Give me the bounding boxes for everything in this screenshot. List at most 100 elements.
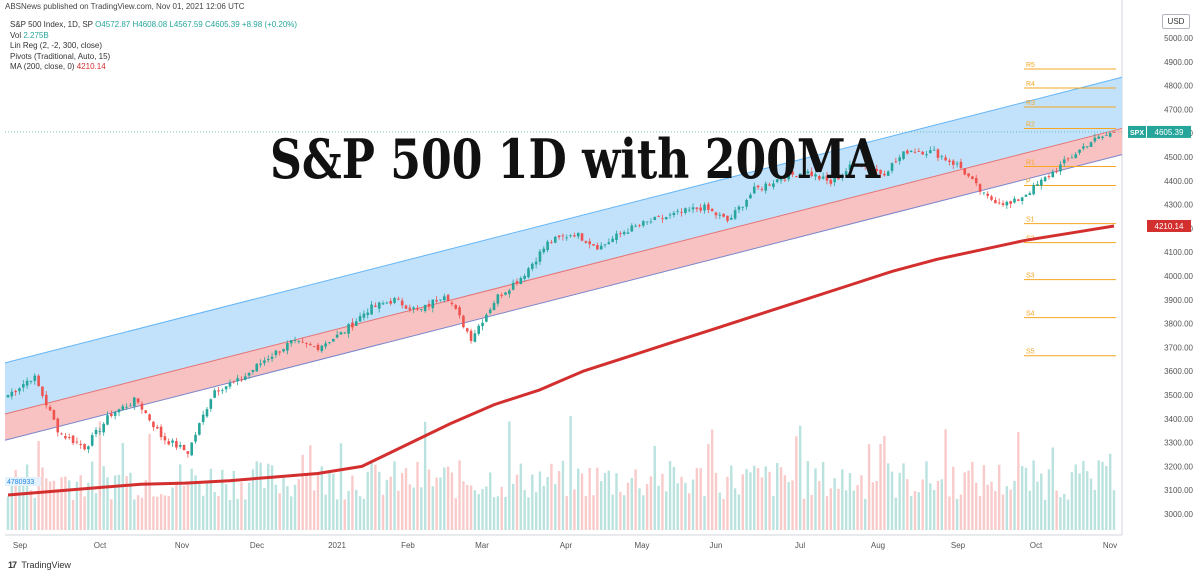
volume-bar: [408, 484, 412, 530]
candle: [358, 312, 362, 323]
candle-body: [370, 304, 373, 315]
candle: [714, 211, 718, 219]
candle-body: [626, 232, 630, 234]
candle-body: [113, 412, 117, 416]
candle: [94, 427, 98, 438]
candle: [362, 310, 366, 321]
candle: [779, 177, 783, 184]
candle: [496, 293, 500, 307]
candle-body: [745, 200, 748, 207]
candle: [1093, 133, 1097, 144]
volume-bar: [821, 461, 825, 530]
volume-bar: [860, 475, 863, 530]
candle-body: [603, 244, 607, 246]
currency-button[interactable]: USD: [1162, 14, 1190, 29]
candle: [664, 216, 668, 220]
legend-linreg-row[interactable]: Lin Reg (2, -2, 300, close): [10, 41, 103, 50]
candle: [684, 207, 687, 215]
candle-body: [825, 175, 829, 181]
legend-symbol-row[interactable]: S&P 500 Index, 1D, SP O4572.87 H4608.08 …: [10, 20, 297, 31]
candle: [837, 175, 840, 180]
candle: [691, 203, 695, 214]
overlay-title: S&P 500 1D with 200MA: [270, 127, 881, 191]
candle-body: [879, 169, 882, 174]
candle-body: [856, 164, 859, 166]
candle: [902, 151, 905, 161]
candle-body: [948, 160, 951, 162]
candle-body: [684, 208, 687, 213]
volume-bar: [584, 496, 588, 530]
candle-body: [247, 372, 251, 376]
candle: [10, 388, 14, 400]
candle-body: [163, 436, 167, 441]
volume-bar: [477, 494, 480, 530]
candle: [132, 396, 136, 410]
volume-bar: [71, 499, 75, 530]
candle-body: [71, 435, 75, 444]
candle: [198, 422, 201, 436]
candle: [408, 304, 412, 313]
volume-bar: [508, 421, 511, 530]
candle-body: [622, 232, 626, 235]
candle-body: [1001, 203, 1005, 205]
ohlc-values: O4572.87 H4608.08 L4567.59 C4605.39 +8.9…: [95, 20, 298, 29]
volume-bar: [645, 484, 649, 530]
candle-body: [955, 163, 959, 165]
candle: [573, 232, 576, 238]
candle: [1089, 141, 1093, 148]
candle-body: [1089, 142, 1093, 147]
legend-ma-row[interactable]: MA (200, close, 0) 4210.14: [10, 62, 297, 73]
candle: [1059, 161, 1062, 175]
volume-bar: [133, 499, 136, 530]
candle: [657, 214, 660, 217]
volume-bar: [473, 490, 477, 530]
candle-body: [182, 444, 186, 451]
volume-bar: [818, 481, 821, 530]
candle: [527, 266, 530, 279]
candle-body: [1082, 146, 1085, 149]
candle: [798, 173, 802, 178]
candle: [565, 234, 569, 241]
volume-bar: [795, 436, 798, 530]
volume-bar: [232, 471, 235, 530]
candle: [1024, 194, 1028, 197]
candle-body: [783, 179, 787, 181]
candle-body: [442, 296, 446, 301]
volume-bar: [726, 476, 729, 530]
volume-bar: [14, 469, 17, 530]
candle: [840, 173, 844, 182]
volume-bar: [741, 474, 744, 530]
candle-body: [726, 215, 729, 221]
candle: [1032, 182, 1035, 196]
candle-body: [863, 165, 867, 167]
candle: [791, 169, 794, 178]
candle: [25, 377, 29, 389]
candle: [963, 168, 967, 176]
candle: [67, 433, 71, 440]
volume-bar: [779, 467, 783, 530]
candle-body: [22, 384, 25, 388]
volume-bar: [305, 475, 308, 530]
candle: [75, 437, 79, 445]
legend-pivots-row[interactable]: Pivots (Traditional, Auto, 15): [10, 51, 111, 61]
volume-bar: [267, 463, 270, 530]
candle-body: [125, 406, 128, 408]
candle-body: [201, 414, 205, 423]
candle-body: [423, 304, 427, 311]
volume-bar: [236, 498, 239, 530]
candle: [515, 278, 519, 286]
candle: [695, 207, 699, 213]
legend-vol-row[interactable]: Vol 2.275B: [10, 31, 297, 42]
symbol-label: S&P 500 Index, 1D, SP: [10, 20, 93, 29]
candle-body: [305, 343, 308, 344]
candle-body: [940, 156, 944, 158]
candle: [389, 298, 392, 306]
candle: [810, 167, 813, 178]
candle: [393, 296, 396, 305]
volume-bar: [209, 468, 213, 530]
candle-body: [921, 151, 924, 155]
candle-body: [106, 415, 109, 425]
volume-bar: [247, 482, 251, 530]
candle: [1017, 198, 1020, 202]
